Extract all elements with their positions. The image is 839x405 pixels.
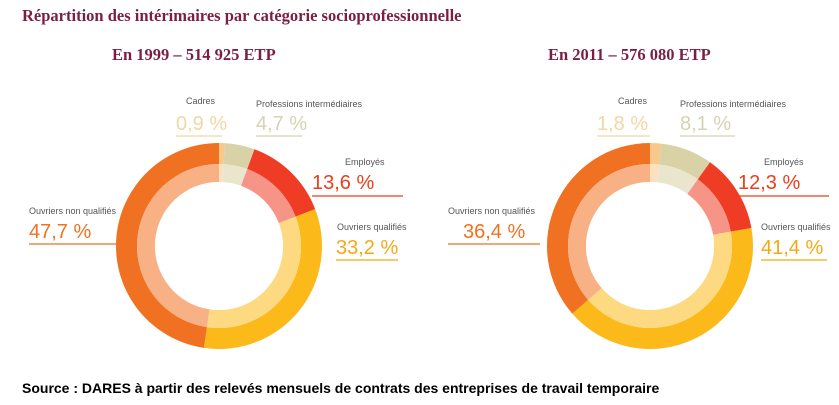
value-label-ouvriers-qualifies: 41,4 % (761, 237, 823, 259)
page-title: Répartition des intérimaires par catégor… (22, 6, 462, 25)
slice-professions-intermediaires-inner (657, 164, 698, 194)
slice-ouvriers-qualifies-inner (206, 216, 301, 328)
slice-ouvriers-qualifies-outer (572, 227, 754, 350)
value-label-professions-intermediaires: 8,1 % (680, 113, 731, 135)
slice-cadres-inner (219, 164, 224, 183)
slice-ouvriers-non-qualifies-outer (116, 143, 219, 348)
slice-ouvriers-non-qualifies-outer (547, 143, 650, 314)
value-label-cadres: 1,8 % (597, 113, 648, 135)
slice-cadres-outer (219, 143, 225, 165)
slice-cadres-outer (650, 143, 662, 165)
category-label-ouvriers-non-qualifies: Ouvriers non qualifiés (29, 206, 117, 216)
slice-professions-intermediaires-inner (222, 164, 248, 186)
donut-chart-2011: Cadres 1,8 % Professions intermédiaires 8,1… (448, 96, 831, 350)
slice-cadres-inner (650, 164, 660, 183)
category-label-cadres: Cadres (618, 96, 648, 106)
value-label-employes: 12,3 % (738, 172, 800, 194)
category-label-ouvriers-non-qualifies: Ouvriers non qualifiés (448, 206, 536, 216)
slice-ouvriers-qualifies-inner (588, 231, 732, 328)
value-label-ouvriers-qualifies: 33,2 % (336, 237, 398, 259)
category-label-employes: Employés (345, 157, 385, 167)
value-label-employes: 13,6 % (312, 172, 374, 194)
category-label-ouvriers-qualifies: Ouvriers qualifiés (337, 222, 407, 232)
slice-professions-intermediaires-outer (223, 143, 255, 170)
donut-chart-1999: Cadres 0,9 % Professions intermédiaires 4,7… (29, 96, 407, 349)
category-label-ouvriers-qualifies: Ouvriers qualifiés (761, 222, 831, 232)
value-label-cadres: 0,9 % (176, 113, 227, 135)
slice-employes-inner (687, 179, 731, 235)
chart-title-2011: En 2011 – 576 080 ETP (548, 45, 711, 64)
value-label-ouvriers-non-qualifies: 47,7 % (29, 221, 91, 243)
slice-ouvriers-non-qualifies-inner (567, 164, 650, 300)
source-note: Source : DARES à partir des relevés mens… (22, 380, 660, 396)
slice-employes-inner (241, 169, 296, 224)
category-label-professions-intermediaires: Professions intermédiaires (256, 99, 363, 109)
slice-professions-intermediaires-outer (659, 143, 711, 180)
donut-hole (155, 182, 283, 310)
value-label-ouvriers-non-qualifies: 36,4 % (463, 221, 525, 243)
donut-hole (586, 182, 714, 310)
category-label-cadres: Cadres (186, 96, 216, 106)
category-label-employes: Employés (764, 157, 804, 167)
chart-title-1999: En 1999 – 514 925 ETP (112, 45, 276, 64)
slice-ouvriers-qualifies-outer (203, 209, 322, 349)
slice-employes-outer (247, 149, 316, 217)
slice-employes-outer (697, 162, 752, 232)
value-label-professions-intermediaires: 4,7 % (256, 113, 307, 135)
category-label-professions-intermediaires: Professions intermédiaires (680, 99, 787, 109)
slice-ouvriers-non-qualifies-inner (136, 164, 219, 328)
